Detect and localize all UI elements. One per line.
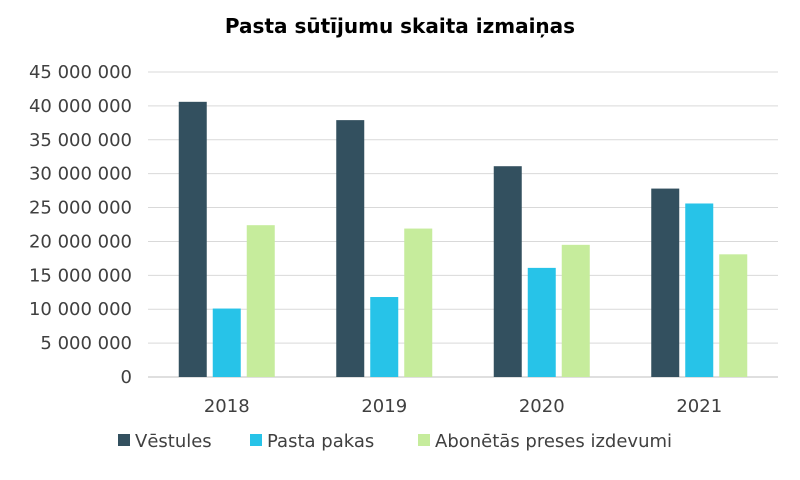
bar-2020-1 <box>527 267 556 377</box>
bar-2018-0 <box>178 101 207 378</box>
x-tick-label: 2020 <box>519 396 565 417</box>
bar-2021-0 <box>651 188 680 377</box>
y-tick-label: 10 000 000 <box>29 299 132 320</box>
y-tick-label: 35 000 000 <box>29 130 132 151</box>
y-tick-label: 0 <box>121 367 132 388</box>
y-axis-ticks: 0 5 000 000 10 000 000 15 000 000 20 000 000… <box>29 62 132 388</box>
x-tick-label: 2019 <box>361 396 407 417</box>
bar-2020-0 <box>493 166 522 377</box>
bar-2020-2 <box>561 244 590 377</box>
bars <box>178 101 748 378</box>
bar-2018-2 <box>246 225 275 377</box>
bar-2019-2 <box>404 228 433 377</box>
x-tick-label: 2018 <box>204 396 250 417</box>
bar-2021-1 <box>685 203 714 377</box>
legend: Vēstules Pasta pakas Abonētās preses izdev… <box>118 431 672 452</box>
bar-2018-1 <box>212 308 241 377</box>
legend-swatch <box>250 434 262 446</box>
bar-2021-2 <box>719 254 748 377</box>
y-tick-label: 40 000 000 <box>29 96 132 117</box>
bar-2019-1 <box>370 297 399 377</box>
legend-label: Pasta pakas <box>267 431 374 452</box>
legend-swatch <box>418 434 430 446</box>
y-tick-label: 25 000 000 <box>29 198 132 219</box>
y-tick-label: 5 000 000 <box>40 333 132 354</box>
x-axis-ticks: 2018 2019 2020 2021 <box>204 396 722 417</box>
y-tick-label: 15 000 000 <box>29 265 132 286</box>
y-tick-label: 30 000 000 <box>29 164 132 185</box>
y-tick-label: 45 000 000 <box>29 62 132 83</box>
legend-label: Abonētās preses izdevumi <box>435 431 672 452</box>
chart-title: Pasta sūtījumu skaita izmaiņas <box>224 14 576 38</box>
legend-label: Vēstules <box>135 431 212 452</box>
y-tick-label: 20 000 000 <box>29 231 132 252</box>
gridlines <box>148 71 778 378</box>
x-tick-label: 2021 <box>676 396 722 417</box>
bar-2019-0 <box>336 120 365 377</box>
legend-swatch <box>118 434 130 446</box>
